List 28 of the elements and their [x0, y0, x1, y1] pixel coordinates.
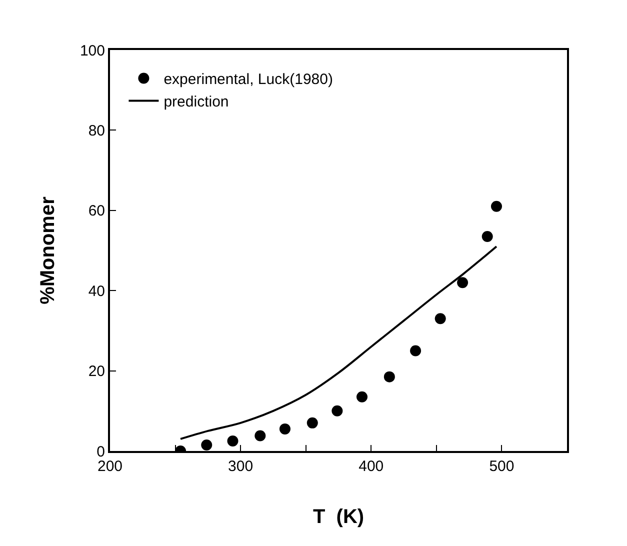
y-tick-label: 100 — [80, 42, 105, 60]
point — [332, 405, 343, 416]
point — [254, 430, 266, 442]
y-tick-label: 0 — [96, 443, 105, 460]
point — [410, 345, 422, 356]
point — [482, 230, 493, 242]
x-tick-label: 200 — [97, 458, 123, 475]
x-tick-label: 300 — [228, 458, 254, 475]
x-axis-title: T (K) — [312, 506, 364, 528]
point — [227, 435, 238, 446]
point — [434, 313, 446, 324]
y-tick-label: 60 — [88, 202, 105, 220]
y-tick-label: 40 — [88, 282, 105, 300]
point — [384, 371, 395, 382]
y-tick-label: 80 — [88, 122, 105, 140]
point — [490, 200, 502, 212]
legend-label: experimental, Luck(1980) — [164, 71, 333, 88]
point — [306, 417, 318, 428]
point — [356, 391, 368, 402]
y-tick-label: 20 — [88, 363, 105, 380]
point — [457, 277, 468, 288]
x-tick-label: 400 — [358, 458, 384, 475]
x-tick-label: 500 — [489, 458, 514, 475]
point — [201, 439, 212, 450]
line-series — [180, 245, 498, 440]
point — [279, 423, 290, 434]
legend-label: prediction — [164, 94, 229, 111]
y-axis-title: %Monomer — [36, 196, 59, 304]
